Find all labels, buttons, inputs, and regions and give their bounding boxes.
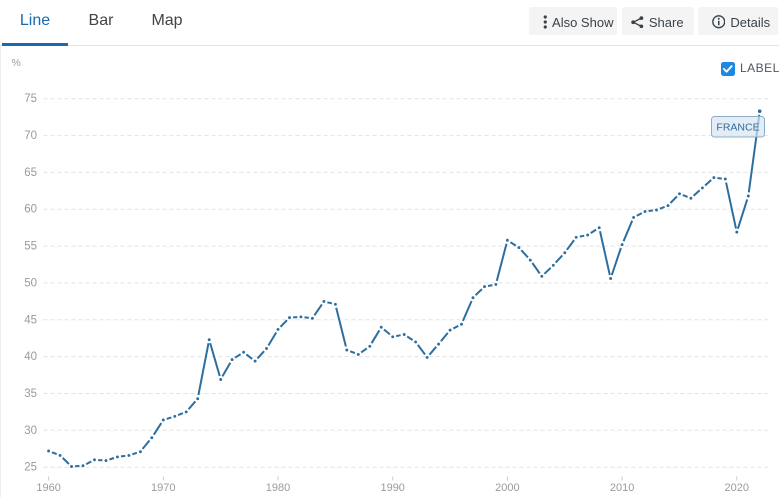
svg-text:2010: 2010 — [610, 482, 634, 494]
svg-text:1980: 1980 — [266, 482, 290, 494]
svg-text:35: 35 — [24, 388, 37, 400]
svg-text:50: 50 — [24, 277, 37, 289]
svg-text:45: 45 — [24, 314, 37, 326]
svg-text:55: 55 — [24, 241, 37, 253]
svg-text:2000: 2000 — [495, 482, 519, 494]
svg-text:FRANCE: FRANCE — [716, 122, 759, 134]
svg-text:60: 60 — [24, 204, 37, 216]
svg-text:30: 30 — [24, 425, 37, 437]
svg-text:70: 70 — [24, 130, 37, 142]
svg-text:40: 40 — [24, 351, 37, 363]
svg-text:1960: 1960 — [36, 482, 60, 494]
svg-text:2020: 2020 — [725, 482, 749, 494]
svg-text:25: 25 — [24, 462, 37, 474]
svg-text:1990: 1990 — [380, 482, 404, 494]
svg-text:1970: 1970 — [151, 482, 175, 494]
svg-text:65: 65 — [24, 167, 37, 179]
svg-text:75: 75 — [24, 93, 37, 105]
